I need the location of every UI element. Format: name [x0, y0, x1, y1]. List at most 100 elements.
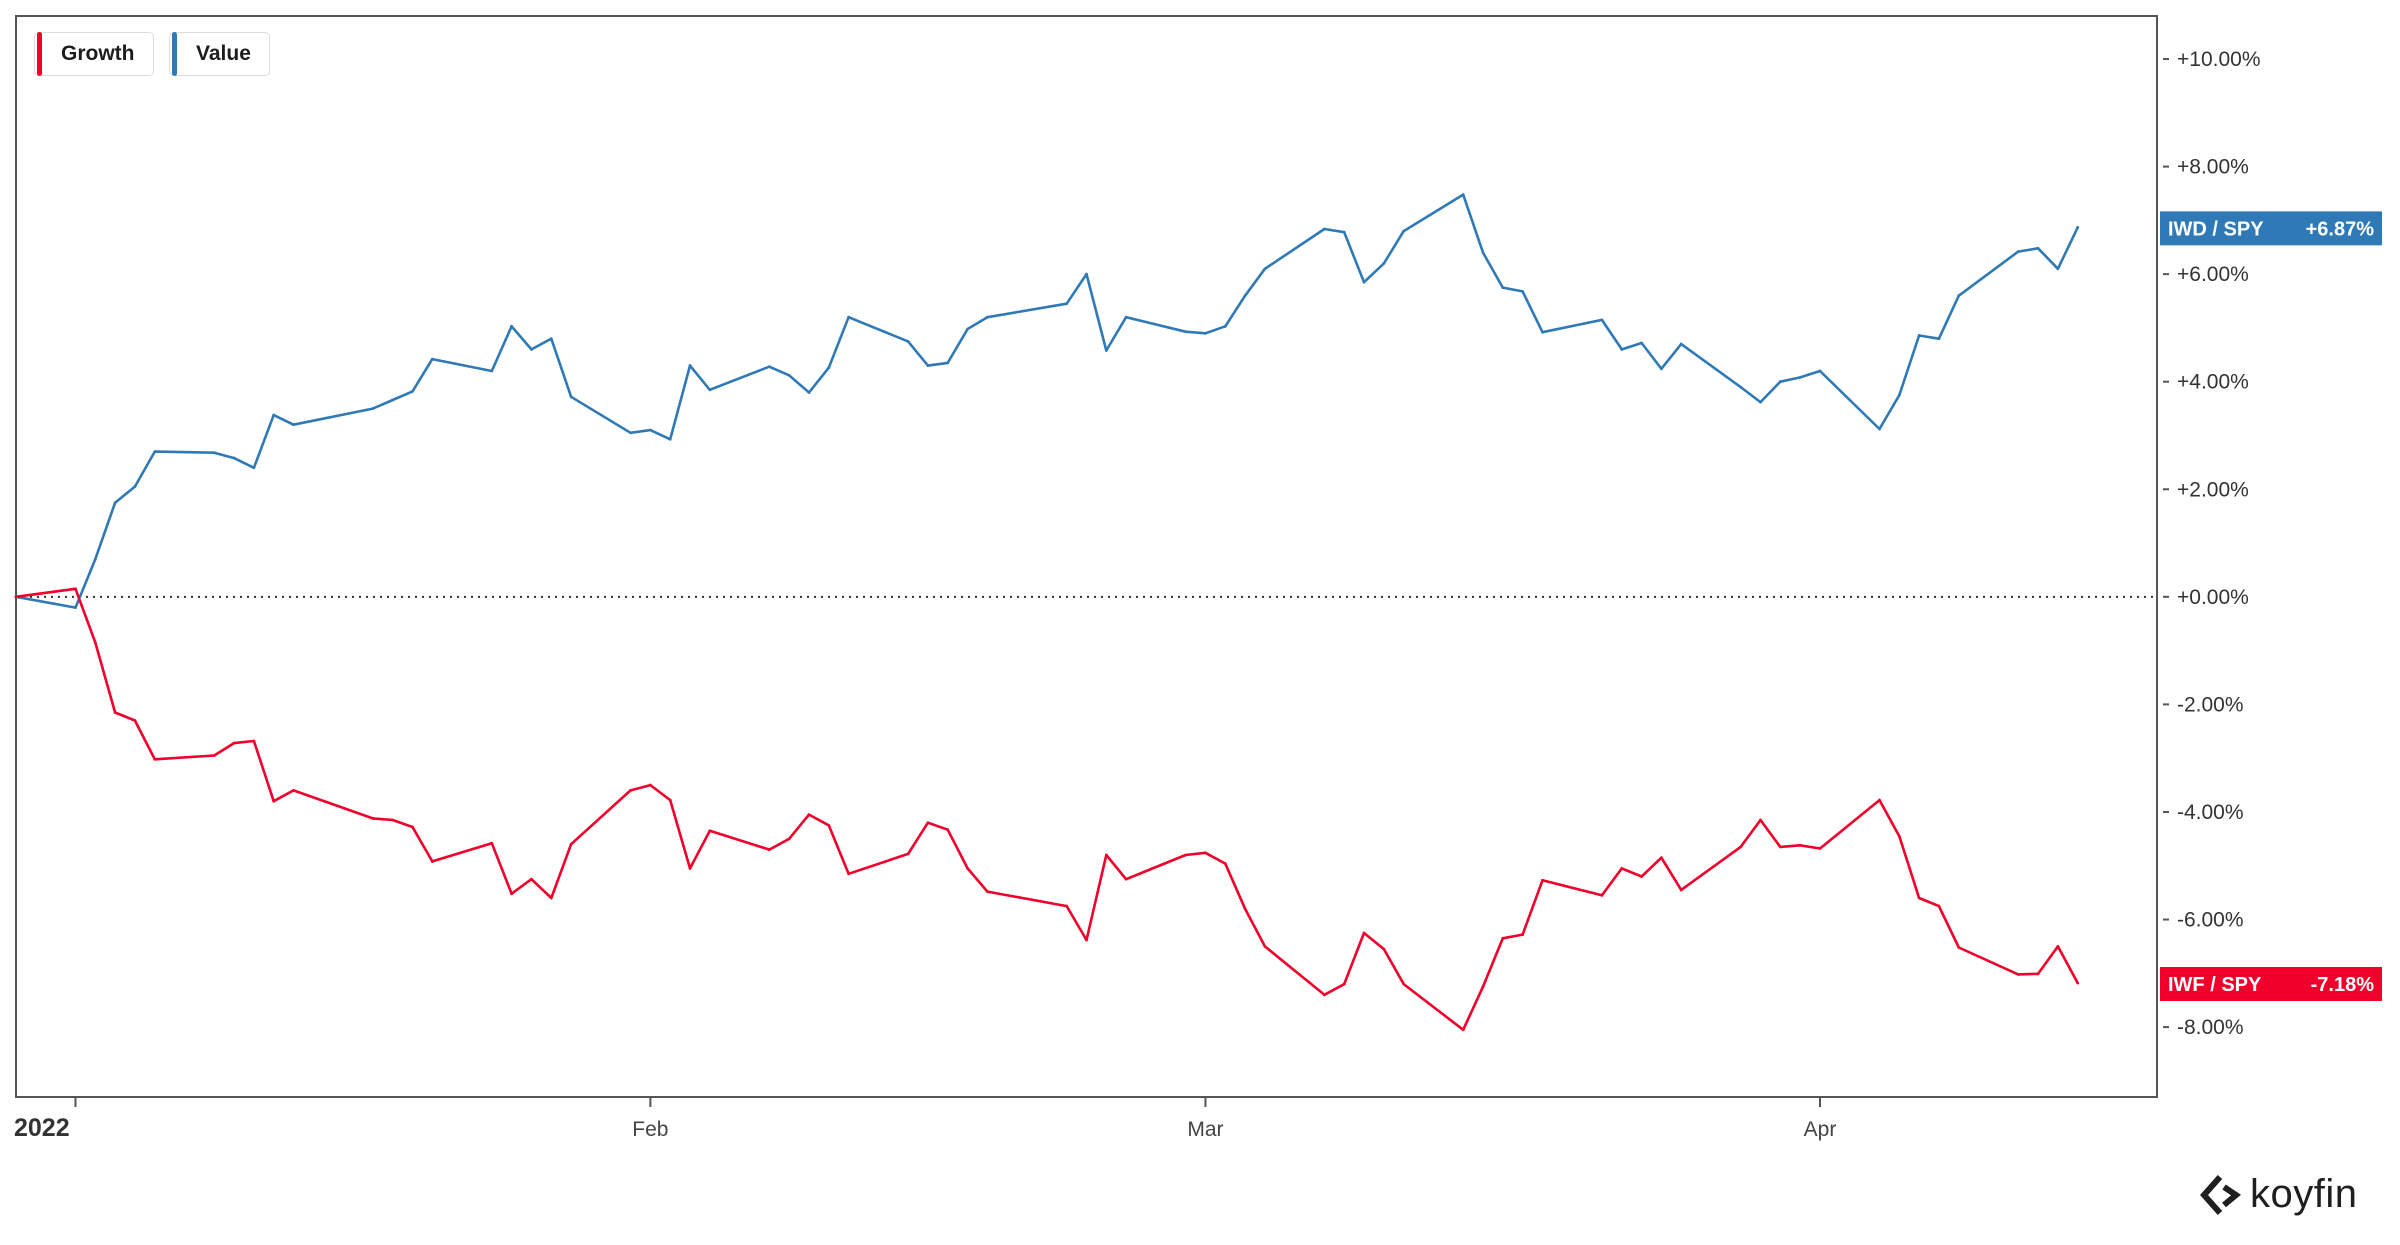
data-point-value — [1878, 427, 1881, 431]
data-point-growth — [688, 867, 692, 870]
data-point-growth — [1085, 938, 1088, 942]
data-point-growth — [1223, 862, 1227, 865]
data-point-value — [985, 315, 989, 319]
data-point-value — [648, 428, 652, 432]
data-point-value — [133, 485, 137, 488]
data-point-value — [1263, 267, 1267, 271]
data-point-value — [1085, 272, 1088, 276]
data-point-value — [1759, 400, 1762, 404]
data-point-growth — [2036, 972, 2040, 976]
data-point-value — [926, 364, 930, 367]
data-point-value — [1104, 349, 1108, 352]
data-point-value — [1640, 341, 1643, 345]
legend-label-value: Value — [196, 42, 251, 65]
y-tick-label: -6.00% — [2177, 909, 2244, 932]
y-tick-label: +6.00% — [2177, 263, 2249, 286]
data-point-growth — [1679, 888, 1683, 892]
data-point-value — [490, 369, 494, 373]
data-point-growth — [1501, 936, 1505, 940]
data-point-value — [549, 337, 553, 341]
data-point-growth — [1759, 818, 1762, 822]
data-point-value — [1322, 227, 1326, 231]
data-point-value — [371, 407, 375, 411]
y-tick-label: +4.00% — [2177, 371, 2249, 394]
brand-name: koyfin — [2250, 1172, 2358, 1216]
data-point-growth — [74, 587, 77, 591]
data-point-value — [93, 557, 97, 561]
data-point-growth — [668, 798, 672, 802]
data-point-value — [1382, 261, 1386, 265]
data-point-value — [1917, 334, 1921, 337]
last-value-flag-bg — [2160, 966, 2382, 1001]
data-point-value — [252, 466, 256, 470]
data-point-growth — [1124, 877, 1128, 881]
y-tick-label: -4.00% — [2177, 801, 2244, 824]
data-point-value — [2036, 246, 2040, 250]
y-tick-label: +10.00% — [2177, 48, 2261, 71]
data-point-value — [1620, 348, 1624, 351]
data-point-value — [1778, 380, 1782, 384]
data-point-growth — [549, 896, 553, 900]
data-point-growth — [1461, 1028, 1465, 1032]
data-point-value — [510, 324, 514, 328]
data-point-value — [668, 437, 672, 441]
data-point-growth — [153, 757, 157, 761]
data-point-growth — [430, 860, 434, 863]
data-point-growth — [966, 867, 969, 870]
brand-logo[interactable]: koyfin — [2200, 1172, 2358, 1217]
data-point-growth — [1640, 875, 1643, 878]
data-point-value — [1362, 280, 1366, 284]
data-point-value — [430, 357, 434, 361]
data-point-growth — [2076, 981, 2080, 985]
data-point-value — [827, 366, 831, 370]
legend-item-growth[interactable]: Growth — [34, 32, 154, 76]
data-point-growth — [1322, 993, 1326, 997]
data-point-value — [767, 365, 771, 369]
data-point-value — [966, 327, 969, 331]
data-point-value — [1481, 251, 1485, 255]
data-point-value — [212, 451, 216, 455]
data-point-growth — [371, 817, 375, 820]
last-value-flag-growth: IWF / SPY -7.18% — [2160, 966, 2382, 1001]
data-point-growth — [1362, 931, 1366, 935]
data-point-value — [2056, 267, 2060, 271]
data-point-growth — [391, 818, 395, 822]
data-point-value — [113, 501, 117, 505]
x-tick-label: Mar — [1187, 1118, 1223, 1141]
data-point-value — [629, 431, 632, 435]
data-point-value — [232, 456, 236, 460]
data-point-growth — [232, 741, 236, 745]
data-point-value — [1798, 376, 1802, 379]
data-point-growth — [133, 719, 137, 722]
data-point-growth — [411, 825, 414, 829]
data-point-value — [688, 364, 692, 367]
data-point-growth — [767, 848, 771, 852]
last-value-label: -7.18% — [2311, 974, 2375, 996]
data-point-growth — [1937, 904, 1941, 908]
data-point-value — [569, 395, 573, 399]
data-point-growth — [1659, 856, 1663, 860]
data-point-value — [1461, 193, 1465, 196]
data-point-growth — [530, 877, 533, 881]
data-point-growth — [946, 828, 950, 832]
data-point-value — [1937, 337, 1941, 341]
y-tick-label: -8.00% — [2177, 1016, 2244, 1039]
data-point-growth — [93, 641, 97, 644]
data-point-growth — [1600, 893, 1604, 897]
last-value-flag-bg — [2160, 211, 2382, 246]
data-point-value — [1501, 286, 1505, 289]
legend-swatch-growth — [37, 32, 42, 76]
legend-item-value[interactable]: Value — [169, 32, 270, 76]
data-point-value — [1521, 289, 1525, 293]
data-point-value — [391, 398, 395, 402]
data-point-growth — [1957, 946, 1961, 949]
data-point-growth — [1402, 982, 1406, 986]
data-point-value — [1818, 369, 1822, 373]
data-point-growth — [648, 783, 652, 787]
series-line-growth — [14, 587, 2079, 1032]
series-name-label: IWF / SPY — [2168, 974, 2262, 996]
x-tick-label: Feb — [632, 1118, 668, 1141]
x-tick-label: 2022 — [14, 1114, 70, 1142]
data-point-growth — [1897, 834, 1901, 838]
data-point-value — [1402, 229, 1406, 233]
